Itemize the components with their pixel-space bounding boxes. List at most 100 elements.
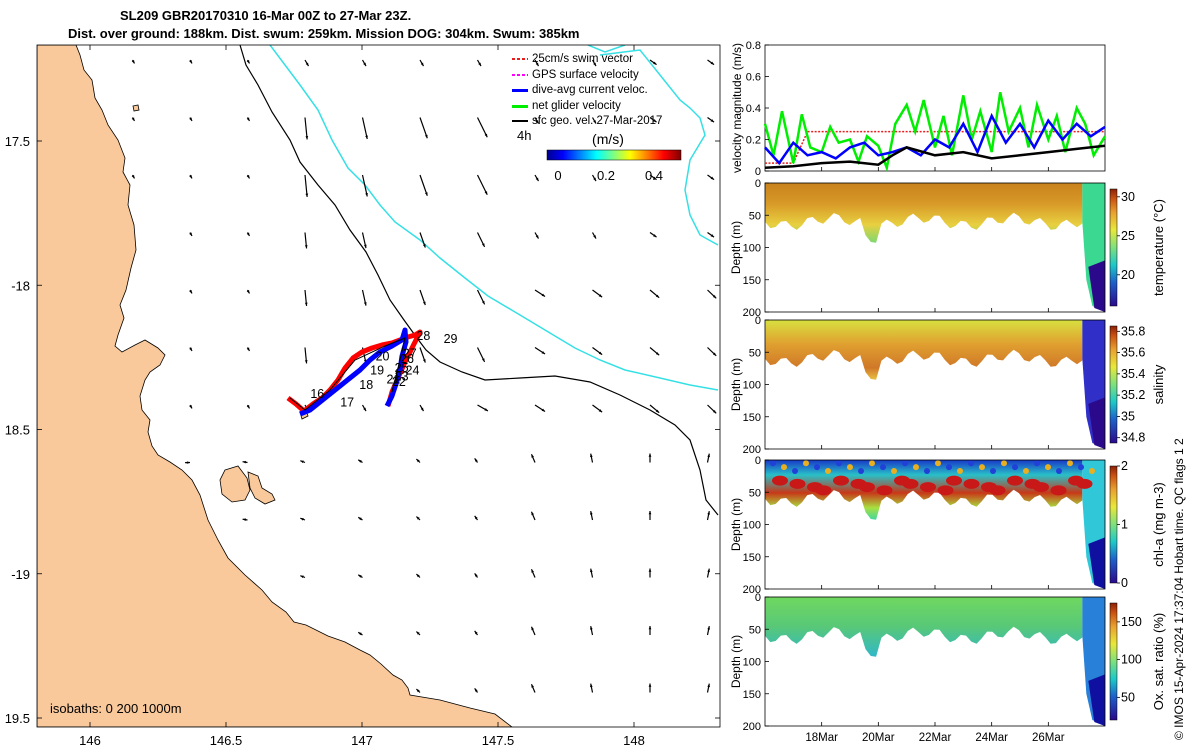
deep-profile-core [1088,674,1105,726]
depth-tick-label: 50 [749,624,761,636]
time-axis: 18Mar 20Mar 22Mar 24Mar 26Mar [805,167,1065,744]
colorbar-tick-label: 35.8 [1121,324,1145,338]
time-tick-label: 26Mar [1032,732,1065,744]
legend-item: dive-avg current veloc. [510,83,690,99]
colorbar-label: salinity [1151,364,1166,404]
chl-dot [1089,467,1095,474]
velocity-series-line [764,112,1106,166]
depth-tick-label: 200 [743,307,761,319]
depth-axis-label: Depth (m) [729,498,743,551]
current-arrow-head [363,244,367,249]
island-magnetic [219,465,251,503]
colorbar-tick-label: 150 [1121,615,1142,629]
current-arrow-head [416,689,420,693]
lon-tick-label: 147 [351,733,373,748]
legend-item: 25cm/s swim vector [510,52,690,68]
day-label: 23 [395,369,409,383]
chl-patch [920,482,936,493]
current-arrow-head [707,626,710,630]
current-arrow-head [474,688,478,692]
current-arrow-head [246,174,250,179]
current-arrow-head [590,453,593,458]
current-arrow-head [420,62,424,67]
current-arrow-head [365,193,368,197]
current-arrow-head [300,518,304,521]
current-arrow-head [424,192,428,196]
colorbar-tick-label: 35.2 [1121,388,1145,402]
isobath-200m [239,45,719,516]
current-arrow-head [416,574,420,578]
velocity-series-line [765,130,1105,164]
current-arrow-head [416,516,420,520]
current-arrow [361,174,368,197]
current-arrow [419,117,428,139]
chl-dot [1067,460,1073,467]
depth-tick-label: 150 [743,689,761,701]
current-arrow-head [707,453,710,458]
section-panel-salinity: 0 50 100 150 200 Depth (m) 34.8 35 35.2 35.4 35.6 3… [729,315,1166,456]
chl-patch [859,482,875,493]
deep-profile-core [1088,397,1105,449]
colorbar [1109,325,1118,444]
chl-dot [781,464,787,471]
velocity-y-axis: 0 0.2 0.4 0.6 0.8 [746,40,769,178]
current-arrow-head [305,136,309,140]
current-arrow-head [420,407,424,412]
current-arrow-head [655,294,660,298]
chl-dot [946,464,952,471]
current-arrow [419,174,428,196]
current-arrow-head [655,409,660,413]
depth-tick-label: 50 [749,210,761,222]
isobath-1000m-reef [587,45,719,246]
depth-tick-label: 150 [743,275,761,287]
colorbar-tick-label: 0 [1121,576,1128,590]
day-label: 29 [444,332,458,346]
glider-track [286,327,423,417]
current-arrow-head [422,359,426,363]
chl-dot [891,467,897,474]
current-arrow-head [710,176,715,180]
current-arrow-head [474,458,478,462]
y-tick-label: 0 [755,166,761,178]
depth-tick-label: 200 [743,721,761,733]
current-arrow-head [590,683,593,688]
current-arrow-head [363,62,366,67]
isobath-label: isobaths: 0 200 1000m [50,701,182,716]
legend-label: sfc geo. vel. 27-Mar-2017 [532,115,663,127]
chl-dot [1012,464,1018,471]
colorbar-tick-label: 100 [1121,653,1142,667]
current-arrow-head [484,408,488,411]
legend-swatch [512,89,528,92]
current-arrow-head [710,119,715,123]
day-label: 17 [340,395,354,409]
depth-tick-label: 100 [743,243,761,255]
current-arrow-head [648,511,652,515]
current-arrow-head [305,62,309,67]
section-layer [765,320,1083,380]
net-track [289,337,406,411]
current-arrow [476,174,488,195]
current-arrow-head [593,62,596,67]
velocity-panel: 0 0.2 0.4 0.6 0.8 velocity magnitude (m/s) [730,40,1107,178]
current-arrow-head [358,517,362,521]
chl-dot [1023,467,1029,474]
day-label: 26 [400,352,414,366]
colorbar [1109,188,1118,307]
legend-item: sfc geo. vel. 27-Mar-2017 [510,114,690,130]
day-label: 24 [406,364,420,378]
chl-dot [924,467,930,474]
current-arrow-head [593,120,596,124]
current-arrow-head [484,133,488,138]
current-arrow-head [189,232,192,236]
chl-patch [946,475,962,486]
current-arrow-head [358,459,362,463]
current-arrow-head [481,300,485,305]
current-arrow [304,117,308,140]
day-label: 28 [416,329,430,343]
current-arrow-head [474,630,478,635]
lon-tick-label: 148 [623,733,645,748]
chl-patch [772,475,788,486]
colorbar-tick-label: 35.4 [1121,367,1145,381]
colorbar-label: Ox. sat. ratio (%) [1151,613,1166,711]
section-panel-temperature: 0 50 100 150 200 Depth (m) 20 25 30 temperature (… [729,178,1166,319]
